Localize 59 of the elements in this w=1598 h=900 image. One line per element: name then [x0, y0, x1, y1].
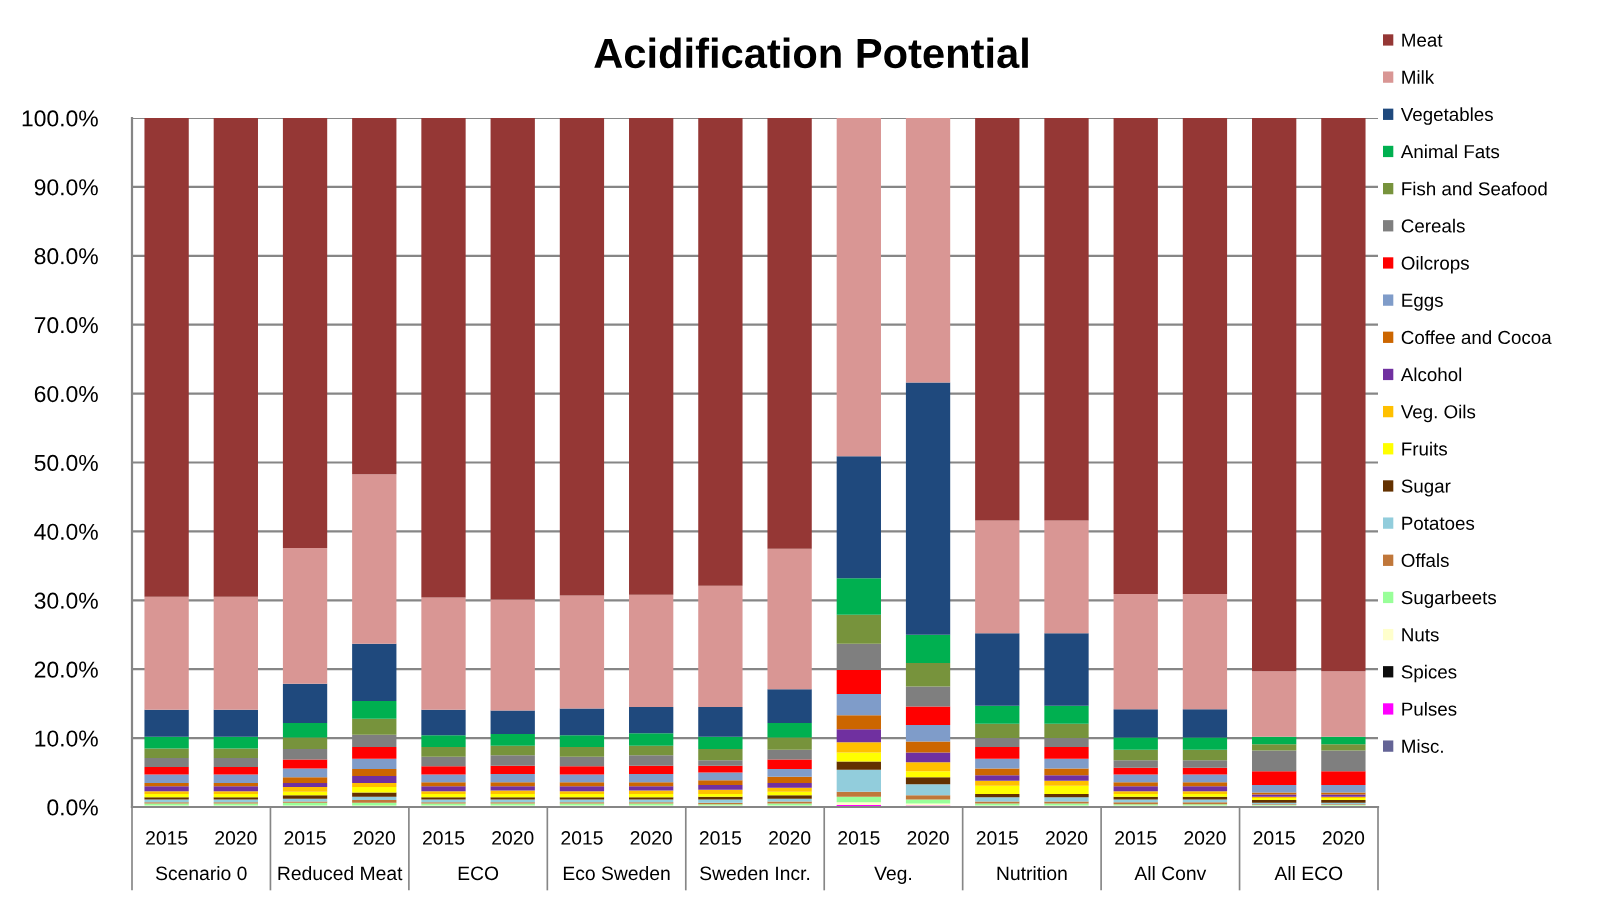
legend-label: Oilcrops	[1401, 256, 1469, 274]
x-tick-label: 2015	[146, 831, 188, 845]
text: Reduced Meat	[278, 866, 403, 881]
y-tick-label: 100.0%	[22, 110, 98, 127]
y-tick-label: 30.0%	[34, 592, 98, 609]
legend-label: Animal Fats	[1400, 144, 1500, 159]
y-tick-label: 60.0%	[34, 385, 98, 403]
x-tick-label: 2020	[1322, 831, 1365, 845]
legend-label: Spices	[1401, 664, 1457, 683]
chart-title: Acidification Potential	[594, 37, 1028, 69]
y-tick-label: 70.0%	[34, 317, 98, 334]
legend-label: Pulses	[1402, 701, 1457, 716]
x-tick-label: 2020	[353, 831, 395, 845]
legend-label: Potatoes	[1402, 516, 1475, 530]
text: Nutrition	[997, 866, 1067, 881]
legend-label: Meat	[1402, 33, 1443, 47]
text: All Conv	[1134, 866, 1207, 881]
x-tick-label: 2015	[561, 831, 603, 845]
legend-label: Offals	[1401, 553, 1449, 568]
legend-label: Coffee and Cocoa	[1401, 330, 1552, 345]
legend-label: Fish and Seafood	[1402, 181, 1547, 196]
legend-label: Milk	[1402, 70, 1435, 84]
x-tick-label: 2020	[492, 831, 534, 845]
x-tick-label: 2020	[630, 831, 672, 845]
x-tick-label: 2020	[215, 831, 257, 845]
y-tick-label: 50.0%	[34, 454, 98, 472]
y-tick-label: 80.0%	[34, 248, 98, 265]
x-tick-label: 2015	[699, 831, 742, 845]
x-tick-label: 2015	[976, 831, 1018, 845]
x-tick-label: 2020	[1046, 831, 1088, 845]
legend-label: Cereals	[1401, 218, 1465, 233]
text: Scenario 0	[155, 866, 247, 881]
legend-label: Nuts	[1402, 628, 1439, 642]
y-tick-label: 40.0%	[34, 523, 98, 540]
y-tick-label: 10.0%	[35, 730, 98, 747]
legend-label: Sugar	[1401, 479, 1451, 497]
y-tick-label: 90.0%	[34, 179, 98, 196]
legend-label: Misc.	[1402, 739, 1443, 753]
legend-label: Vegetables	[1400, 107, 1493, 125]
text: Veg.	[874, 866, 912, 884]
legend-label: Fruits	[1402, 441, 1448, 456]
x-tick-label: 2015	[838, 831, 880, 845]
x-tick-label: 2020	[769, 831, 811, 845]
legend-label: Alcohol	[1400, 367, 1462, 382]
text: Sweden Incr.	[700, 866, 810, 881]
y-tick-label: 0.0%	[47, 799, 98, 816]
legend-label: Veg. Oils	[1400, 404, 1476, 423]
legend-label: Sugarbeets	[1401, 590, 1497, 608]
x-tick-label: 2015	[1115, 831, 1157, 845]
text: All ECO	[1274, 866, 1343, 881]
x-tick-label: 2015	[423, 831, 465, 845]
x-tick-label: 2015	[1253, 831, 1295, 845]
legend-label: Eggs	[1402, 293, 1443, 311]
y-tick-label: 20.0%	[34, 661, 98, 678]
text: ECO	[458, 866, 499, 881]
text: Eco Sweden	[563, 866, 670, 881]
x-tick-label: 2020	[907, 831, 949, 845]
x-tick-label: 2020	[1184, 831, 1226, 845]
x-tick-label: 2015	[284, 831, 326, 845]
